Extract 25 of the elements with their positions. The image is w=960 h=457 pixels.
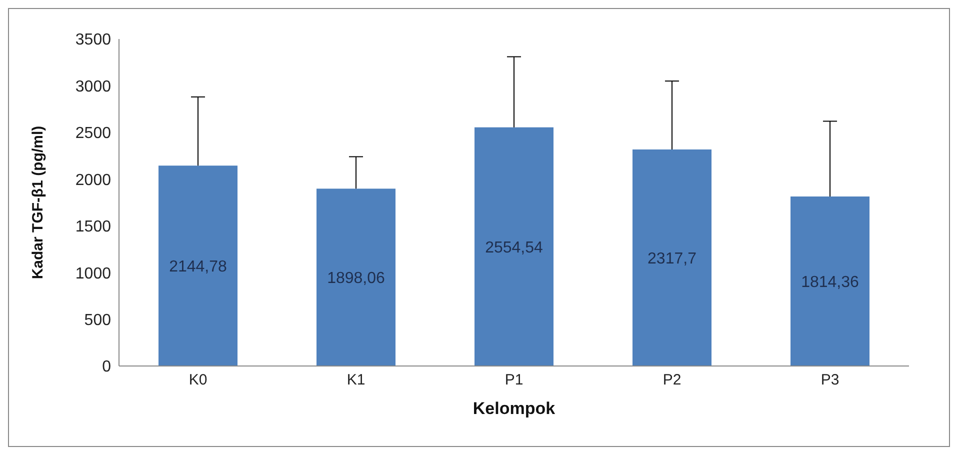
data-label: 2144,78 xyxy=(169,258,228,276)
bar xyxy=(474,127,554,366)
y-tick-label: 2000 xyxy=(75,172,112,189)
data-label: 2554,54 xyxy=(485,239,544,256)
x-tick-label: K1 xyxy=(346,372,366,389)
x-axis-title: Kelompok xyxy=(472,399,556,418)
data-label: 1898,06 xyxy=(327,270,386,288)
data-label: 2317,7 xyxy=(648,250,697,268)
y-axis-title: Kadar TGF-β1 (pg/ml) xyxy=(29,126,46,280)
data-label: 1814,36 xyxy=(801,274,860,291)
y-tick-label: 1500 xyxy=(75,218,112,236)
y-tick-label: 2500 xyxy=(75,125,112,142)
bar xyxy=(790,196,870,366)
x-tick-label: P2 xyxy=(662,372,682,389)
bar xyxy=(632,149,712,366)
x-tick-label: P1 xyxy=(504,372,524,389)
bar xyxy=(316,188,396,366)
x-tick-label: K0 xyxy=(188,372,208,389)
y-tick-label: 0 xyxy=(102,358,112,376)
y-tick-label: 3500 xyxy=(75,32,112,49)
y-tick-label: 3000 xyxy=(75,78,112,96)
y-tick-label: 1000 xyxy=(75,265,112,282)
bar xyxy=(158,166,238,366)
x-tick-label: P3 xyxy=(820,372,840,389)
y-tick-label: 500 xyxy=(84,312,112,329)
